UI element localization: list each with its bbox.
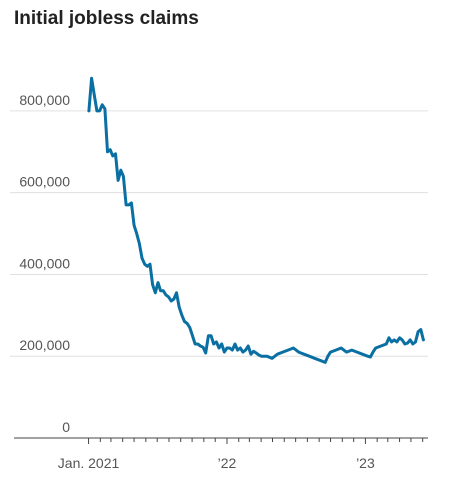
x-tick-label: Jan. 2021 — [58, 455, 120, 471]
gridlines — [10, 110, 428, 357]
x-axis-ticks — [88, 438, 424, 444]
x-axis-tick-labels: Jan. 2021 ’22 ’23 — [58, 455, 375, 471]
series-line — [87, 76, 425, 364]
chart-title: Initial jobless claims — [14, 8, 199, 29]
y-tick-label: 200,000 — [19, 337, 70, 353]
y-axis-tick-labels: 0 200,000 400,000 600,000 800,000 — [19, 92, 70, 435]
y-tick-label: 0 — [62, 419, 70, 435]
x-tick-label: ’23 — [356, 455, 375, 471]
y-tick-label: 600,000 — [19, 174, 70, 190]
x-tick-label: ’22 — [218, 455, 237, 471]
y-tick-label: 400,000 — [19, 255, 70, 271]
y-tick-label: 800,000 — [19, 92, 70, 108]
